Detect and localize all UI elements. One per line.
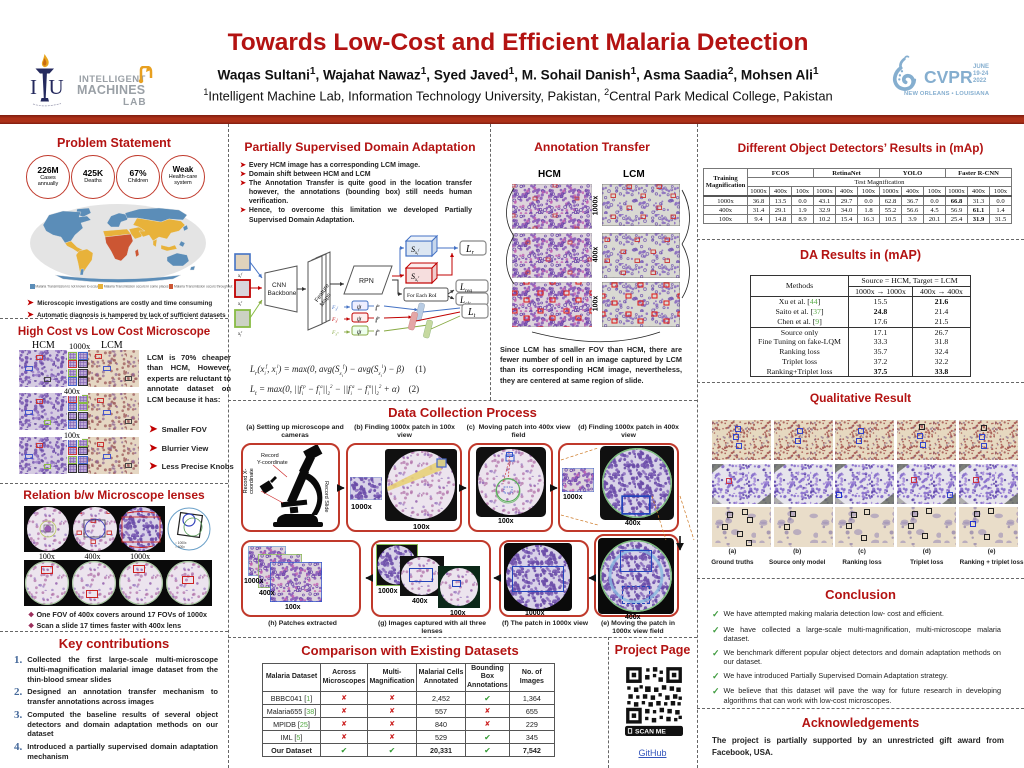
svg-text:INTELLIGENT: INTELLIGENT: [79, 74, 146, 85]
svg-text:MACHINES: MACHINES: [77, 83, 145, 97]
svg-text:○ 1000x: ○ 1000x: [175, 541, 187, 545]
svg-text:fpi: fp i: [375, 315, 380, 324]
svg-text:xil: xil: [237, 300, 242, 307]
svg-text:Fxn: Fxn: [331, 330, 339, 337]
svg-text:xif: xif: [237, 272, 243, 279]
svg-text:Lt: Lt: [467, 307, 476, 319]
svg-text:Backbone: Backbone: [268, 290, 297, 297]
svg-text:For Each RoI: For Each RoI: [407, 293, 437, 299]
svg-text:SCAN ME: SCAN ME: [635, 729, 666, 736]
svg-text:Fxf: Fxf: [331, 305, 339, 312]
svg-text:CVPR: CVPR: [924, 67, 973, 87]
svg-text:LAB: LAB: [123, 97, 147, 108]
svg-text:U: U: [49, 75, 64, 99]
svg-text:Record: Record: [261, 453, 279, 459]
svg-text:fni: fn i: [375, 328, 380, 337]
svg-text:I: I: [30, 75, 37, 99]
svg-text:19-24: 19-24: [973, 71, 989, 77]
svg-text:○ 400x: ○ 400x: [175, 545, 185, 549]
svg-text:RPN: RPN: [359, 278, 374, 285]
svg-text:CNN: CNN: [272, 282, 286, 289]
svg-text:Lr: Lr: [465, 244, 475, 256]
svg-text:fai: fa i: [375, 303, 380, 312]
svg-text:JUNE: JUNE: [973, 64, 989, 70]
svg-text:ψ: ψ: [357, 303, 362, 311]
svg-text:Sxil: Sxil: [411, 272, 419, 283]
svg-text:Fxl: Fxl: [331, 317, 338, 324]
svg-text:ψ: ψ: [357, 328, 362, 336]
svg-text:ψ: ψ: [357, 315, 362, 323]
svg-text:Record Slide: Record Slide: [323, 481, 329, 513]
svg-text:2022: 2022: [973, 78, 987, 84]
svg-text:NEW ORLEANS • LOUISIANA: NEW ORLEANS • LOUISIANA: [904, 91, 990, 97]
svg-text:Y-coordinate: Y-coordinate: [257, 460, 288, 466]
svg-text:xjl: xjl: [237, 330, 242, 337]
